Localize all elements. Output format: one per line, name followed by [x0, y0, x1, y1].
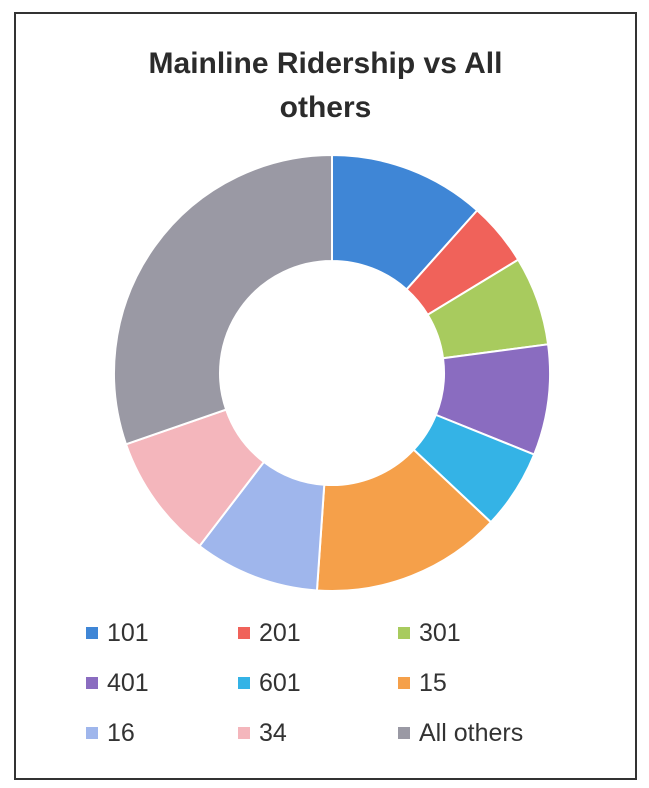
legend-swatch — [398, 727, 410, 739]
legend-swatch — [238, 627, 250, 639]
legend-swatch — [398, 677, 410, 689]
legend-item-301: 301 — [398, 618, 556, 648]
legend-swatch — [86, 677, 98, 689]
legend-item-401: 401 — [86, 668, 238, 698]
chart-title: Mainline Ridership vs All others — [16, 42, 635, 130]
legend-swatch — [86, 627, 98, 639]
legend-swatch — [398, 627, 410, 639]
chart-title-line-1: Mainline Ridership vs All — [148, 47, 503, 80]
legend-item-all-others: All others — [398, 718, 556, 748]
legend-label: 201 — [259, 618, 301, 647]
legend-swatch — [238, 677, 250, 689]
legend-label: 15 — [419, 668, 447, 697]
legend-label: 16 — [107, 718, 135, 747]
legend-label: 301 — [419, 618, 461, 647]
legend-item-16: 16 — [86, 718, 238, 748]
legend-label: 401 — [107, 668, 149, 697]
chart-title-line-2: others — [279, 91, 372, 124]
legend-label: 101 — [107, 618, 149, 647]
legend-item-15: 15 — [398, 668, 556, 698]
legend-label: 34 — [259, 718, 287, 747]
legend-item-101: 101 — [86, 618, 238, 648]
legend-label: All others — [419, 718, 524, 747]
legend-item-601: 601 — [238, 668, 398, 698]
legend-item-34: 34 — [238, 718, 398, 748]
chart-legend: 101 201 301 401 601 15 16 34 All others — [86, 618, 556, 748]
legend-swatch — [86, 727, 98, 739]
legend-item-201: 201 — [238, 618, 398, 648]
donut-slice-all-others — [113, 153, 333, 446]
legend-swatch — [238, 727, 250, 739]
legend-label: 601 — [259, 668, 301, 697]
